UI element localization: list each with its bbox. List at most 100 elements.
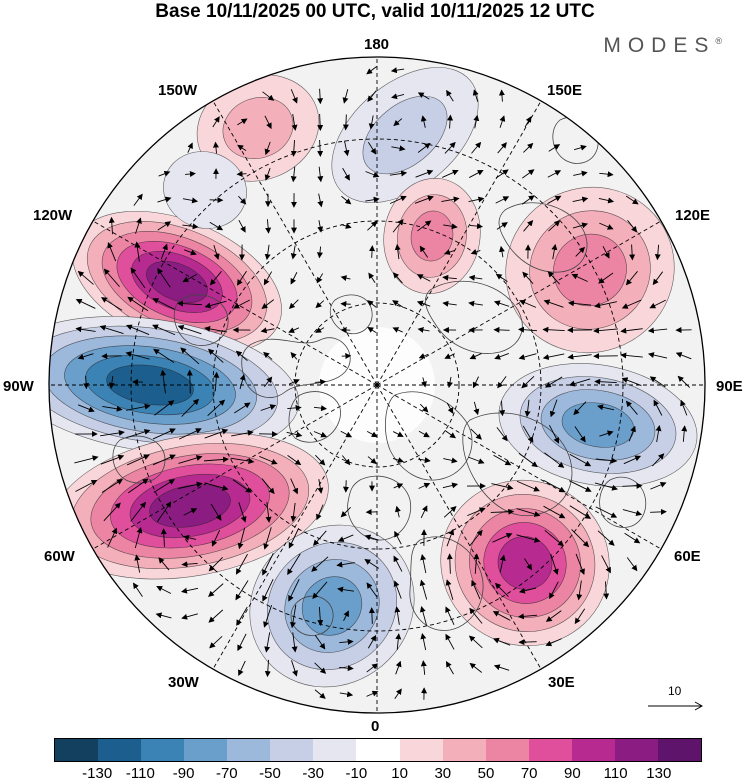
wind-arrow — [445, 633, 455, 650]
wind-arrow — [574, 426, 586, 443]
wind-arrow — [364, 559, 380, 569]
wind-arrow — [519, 299, 537, 308]
wind-arrow — [317, 606, 324, 627]
wind-arrow — [442, 300, 457, 307]
wind-arrow — [204, 325, 227, 333]
colorbar-tick-label: -90 — [172, 765, 195, 782]
wind-arrow — [341, 195, 352, 205]
wind-arrow — [393, 118, 403, 127]
wind-arrow — [442, 482, 459, 489]
wind-arrow — [655, 424, 662, 443]
wind-arrow — [498, 245, 505, 258]
wind-arrow — [157, 196, 172, 203]
anomaly-negative — [249, 524, 415, 688]
wind-arrow — [627, 219, 638, 233]
wind-arrow — [621, 377, 642, 386]
wind-arrow — [238, 219, 246, 233]
wind-arrow — [133, 193, 143, 206]
contour-band — [149, 484, 231, 528]
colorbar-swatch — [399, 739, 443, 761]
wind-arrow — [265, 219, 272, 234]
wind-arrow — [317, 479, 324, 494]
wind-arrow — [469, 607, 483, 624]
wind-arrow — [394, 243, 401, 260]
wind-arrow — [601, 555, 611, 574]
wind-arrow — [343, 610, 349, 621]
anomaly-positive — [440, 479, 610, 647]
wind-arrow — [675, 352, 692, 360]
wind-arrow — [626, 557, 638, 572]
wind-arrow — [340, 506, 351, 518]
wind-arrow — [516, 508, 541, 517]
wind-arrow — [497, 142, 507, 154]
wind-arrow — [364, 534, 379, 541]
wind-arrow — [493, 326, 510, 333]
wind-arrow — [620, 352, 643, 359]
wind-arrow — [594, 301, 617, 309]
wind-arrow — [337, 534, 354, 542]
wind-arrow — [395, 633, 402, 650]
wind-arrow — [134, 526, 143, 549]
wind-arrow — [393, 555, 403, 572]
wind-arrow — [575, 553, 585, 575]
wind-vectors — [74, 65, 692, 700]
wind-arrow — [420, 632, 427, 651]
wind-arrow — [392, 457, 404, 463]
wind-arrow — [230, 457, 255, 465]
wind-arrow — [287, 404, 302, 411]
wind-arrow — [107, 242, 117, 262]
wind-arrow — [367, 142, 377, 155]
wind-arrow — [549, 581, 559, 600]
wind-arrow — [567, 300, 592, 307]
wind-arrow — [264, 115, 272, 130]
wind-arrow — [290, 272, 298, 285]
wind-arrow — [340, 430, 353, 438]
lon-label-90w: 90W — [3, 378, 34, 395]
wind-arrow — [545, 610, 562, 622]
wind-arrow — [419, 403, 429, 413]
wind-arrow — [291, 660, 298, 677]
colorbar-swatch — [227, 739, 271, 761]
wind-arrow — [522, 425, 534, 443]
wind-arrow — [418, 430, 430, 438]
wind-arrow — [492, 637, 511, 646]
wind-arrow — [237, 144, 247, 152]
wind-arrow — [394, 505, 401, 518]
wind-arrow — [523, 142, 534, 153]
map-title: Base 10/11/2025 00 UTC, valid 10/11/2025… — [155, 1, 595, 22]
wind-arrow — [575, 246, 586, 257]
wind-arrow — [160, 369, 167, 394]
wind-arrow — [569, 505, 592, 519]
wind-arrow — [130, 267, 146, 289]
wind-arrow — [341, 223, 352, 229]
wind-arrow — [314, 378, 327, 385]
wind-arrow — [125, 351, 150, 360]
anomaly-positive — [383, 177, 481, 295]
wind-arrow — [496, 427, 508, 442]
coastline — [112, 435, 166, 484]
wind-arrow — [177, 324, 202, 335]
wind-arrow — [471, 579, 481, 600]
wind-arrow — [418, 482, 431, 489]
wind-arrow — [495, 169, 509, 179]
wind-arrow — [443, 457, 458, 464]
wind-arrow — [392, 327, 403, 333]
wind-arrow — [236, 270, 247, 286]
coastline — [290, 595, 334, 636]
wind-arrow — [340, 275, 351, 282]
wind-arrow — [548, 144, 561, 152]
wind-arrow — [236, 170, 247, 177]
wind-arrow — [445, 606, 455, 625]
wind-arrow — [650, 508, 667, 515]
lon-label-60e: 60E — [674, 548, 701, 565]
wind-arrow — [392, 272, 403, 284]
wind-arrow — [261, 299, 275, 309]
wind-arrow — [444, 141, 456, 154]
wind-arrow — [444, 353, 455, 359]
wind-arrow — [132, 582, 143, 597]
wind-arrow — [491, 483, 514, 491]
wind-arrow — [602, 245, 610, 259]
colorbar-tick-label: 70 — [520, 765, 538, 782]
wind-arrow — [569, 480, 592, 492]
wind-arrow — [235, 553, 248, 575]
